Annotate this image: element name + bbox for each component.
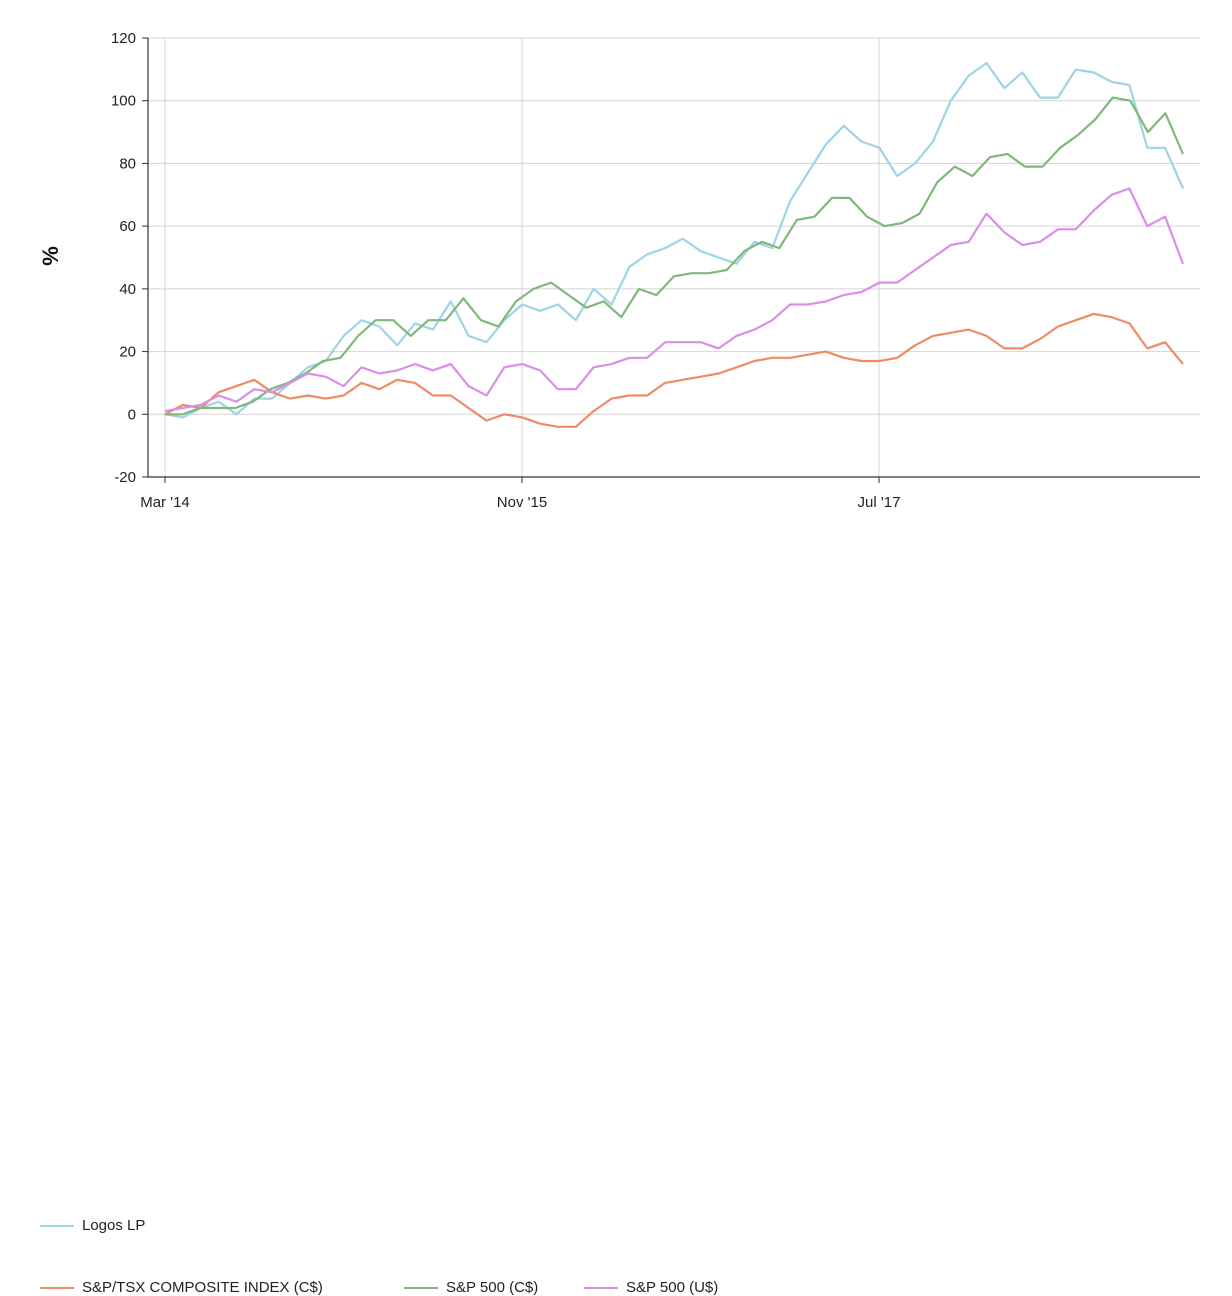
legend-swatch-sp-tsx [40,1286,74,1289]
axis-layer: -20 0 20 40 60 80 100 120 Mar '14 Nov '15 Jul '17 [111,30,1200,511]
y-tick-label: 0 [128,406,136,423]
x-tick-label: Jul '17 [858,494,901,511]
legend-item-sp500-usd[interactable]: S&P 500 (U$) [584,1279,718,1296]
chart-root: -20 0 20 40 60 80 100 120 Mar '14 Nov '15 Jul '17 … [38,30,1200,1296]
legend-swatch-logos-lp [40,1224,74,1227]
legend-item-sp-tsx[interactable]: S&P/TSX COMPOSITE INDEX (C$) [40,1279,323,1296]
y-tick-label: 80 [119,155,136,172]
legend-label-logos-lp: Logos LP [82,1217,146,1234]
y-tick-label: 60 [119,218,136,235]
series-line-sp-tsx [164,312,1184,428]
legend-swatch-sp500-cad [404,1286,438,1289]
y-tick-label: -20 [114,469,136,486]
series-line-sp500-cad [165,96,1185,416]
legend-label-sp-tsx: S&P/TSX COMPOSITE INDEX (C$) [82,1279,323,1296]
y-tick-label: 40 [119,281,136,298]
x-tick-label: Mar '14 [140,494,190,511]
x-tick-label: Nov '15 [497,494,547,511]
legend-swatch-sp500-usd [584,1286,618,1289]
legend-item-sp500-cad[interactable]: S&P 500 (C$) [404,1279,538,1296]
legend-label-sp500-usd: S&P 500 (U$) [626,1279,719,1296]
y-tick-label: 120 [111,30,136,47]
grid-layer [148,37,1200,478]
series-layer [164,61,1185,428]
y-tick-label: 100 [111,93,136,110]
legend-item-logos-lp[interactable]: Logos LP [40,1217,145,1234]
y-axis-title: % [38,246,63,266]
series-line-sp500-usd [164,187,1185,413]
legend-label-sp500-cad: S&P 500 (C$) [446,1279,539,1296]
series-line-logos-lp [164,61,1185,419]
y-tick-label: 20 [119,344,136,361]
